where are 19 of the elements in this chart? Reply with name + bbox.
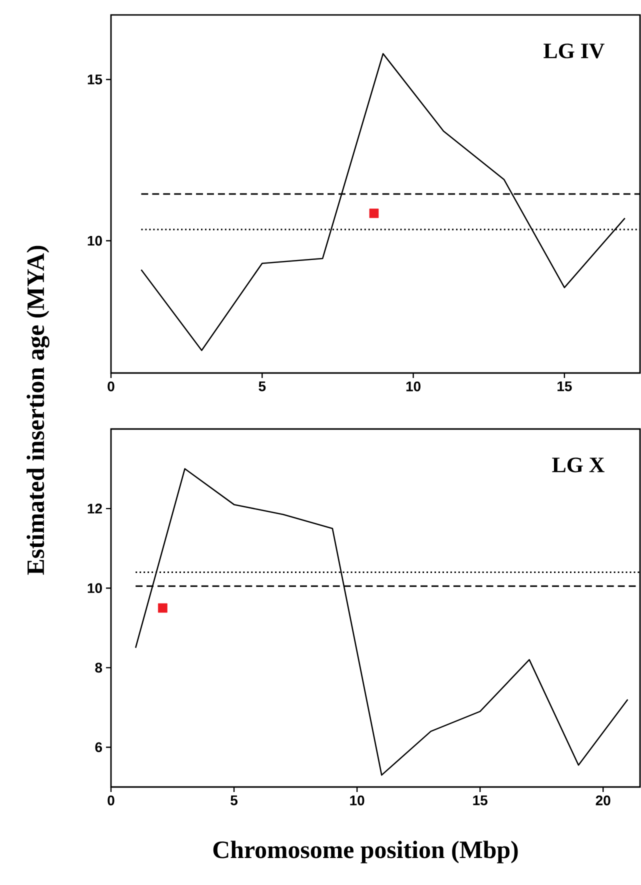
y-tick-label: 8 bbox=[95, 662, 102, 673]
annotation: LG IV bbox=[544, 44, 604, 58]
y-axis-title: Estimated insertion age (MYA) bbox=[26, 246, 50, 575]
x-axis-title: Chromosome position (Mbp) bbox=[213, 840, 518, 864]
y-tick-label: 6 bbox=[95, 742, 102, 752]
y-tick-label: 10 bbox=[88, 236, 102, 246]
x-tick-label: 0 bbox=[108, 795, 114, 806]
x-tick-label: 15 bbox=[473, 796, 488, 806]
annotation: LG X bbox=[552, 458, 604, 472]
x-tick-label: 5 bbox=[230, 796, 238, 806]
x-tick-label: 5 bbox=[258, 381, 266, 392]
y-tick-label: 12 bbox=[88, 504, 102, 514]
x-tick-label: 10 bbox=[350, 795, 364, 806]
y-tick-label: 10 bbox=[88, 583, 102, 594]
x-tick-label: 15 bbox=[558, 381, 572, 392]
x-tick-label: 20 bbox=[596, 795, 610, 806]
y-tick-label: 15 bbox=[88, 74, 102, 84]
x-tick-label: 10 bbox=[406, 381, 420, 392]
x-tick-label: 0 bbox=[108, 381, 114, 392]
